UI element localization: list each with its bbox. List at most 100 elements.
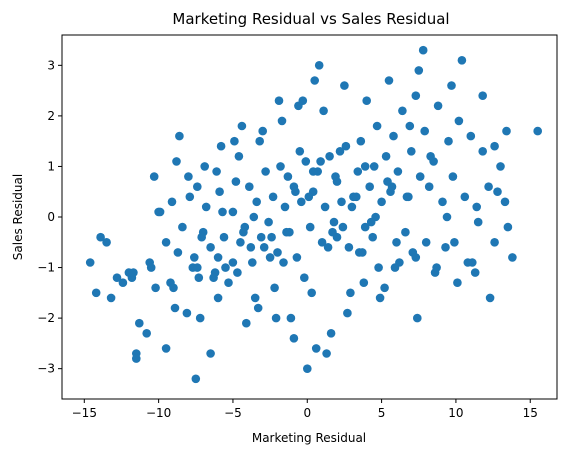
- data-point: [280, 202, 290, 212]
- data-point: [193, 263, 202, 272]
- data-point: [420, 126, 430, 136]
- data-point: [442, 212, 452, 222]
- data-point: [190, 253, 199, 262]
- data-point: [457, 56, 467, 65]
- data-point: [340, 81, 349, 90]
- data-point: [161, 344, 171, 353]
- data-point: [289, 334, 299, 343]
- data-point: [234, 152, 244, 161]
- data-point: [485, 293, 495, 303]
- data-point: [502, 126, 511, 136]
- data-point: [466, 131, 476, 141]
- data-point: [362, 96, 372, 105]
- x-axis-ticks: −15 −10 −5 0 5 10 15: [72, 399, 538, 420]
- data-point: [233, 268, 242, 277]
- data-point: [91, 288, 101, 298]
- data-point: [493, 187, 502, 196]
- data-point: [271, 313, 281, 323]
- data-point: [411, 91, 421, 100]
- data-point: [432, 263, 441, 272]
- x-tick-label: 0: [303, 406, 311, 420]
- data-point: [215, 187, 224, 196]
- data-point: [132, 354, 141, 363]
- data-point: [478, 91, 488, 100]
- data-point: [356, 136, 366, 146]
- data-point: [322, 349, 331, 358]
- data-point: [298, 96, 308, 105]
- data-point: [256, 232, 266, 242]
- data-point: [201, 202, 211, 212]
- data-point: [450, 238, 459, 247]
- data-point: [303, 364, 312, 374]
- data-point: [286, 313, 296, 323]
- data-point: [380, 283, 389, 293]
- data-point: [96, 232, 105, 242]
- data-point: [407, 147, 416, 156]
- data-point: [415, 172, 425, 181]
- data-point: [453, 278, 462, 288]
- data-point: [398, 106, 407, 116]
- data-point: [259, 243, 269, 252]
- data-point: [508, 253, 517, 262]
- data-point: [503, 222, 513, 232]
- data-point: [213, 253, 223, 262]
- data-point: [500, 197, 510, 207]
- data-point: [297, 197, 306, 207]
- data-point: [347, 202, 357, 212]
- data-point: [173, 248, 183, 257]
- data-point: [496, 162, 505, 171]
- data-point: [365, 182, 375, 191]
- data-point: [282, 227, 291, 237]
- data-point: [246, 243, 256, 252]
- data-point: [193, 182, 202, 191]
- data-point: [184, 172, 193, 181]
- data-point: [414, 66, 424, 75]
- data-point: [175, 131, 184, 141]
- data-point: [265, 253, 275, 262]
- data-point: [307, 288, 317, 298]
- data-point: [178, 222, 187, 232]
- data-point: [305, 222, 315, 232]
- data-point: [228, 258, 238, 267]
- data-point: [401, 227, 410, 237]
- data-point: [421, 238, 431, 247]
- data-point: [172, 157, 181, 166]
- data-point: [418, 45, 428, 55]
- data-point: [413, 313, 422, 323]
- data-point: [167, 197, 177, 207]
- data-point: [438, 197, 447, 207]
- data-point: [209, 273, 218, 283]
- data-point: [276, 162, 285, 171]
- data-point: [368, 232, 378, 242]
- data-point: [228, 207, 238, 217]
- data-point: [390, 263, 400, 272]
- chart-title: Marketing Residual vs Sales Residual: [172, 10, 449, 28]
- data-point: [219, 232, 229, 242]
- data-point: [135, 318, 144, 328]
- data-point: [426, 152, 435, 161]
- data-point: [248, 258, 257, 267]
- data-point: [472, 202, 482, 212]
- data-point: [341, 141, 351, 151]
- data-point: [279, 258, 288, 267]
- data-point: [194, 273, 204, 283]
- data-point: [102, 238, 111, 247]
- data-point: [473, 217, 483, 227]
- data-point: [325, 152, 334, 161]
- data-point: [151, 283, 160, 293]
- data-point: [249, 212, 259, 222]
- y-tick-label: 0: [47, 210, 55, 224]
- y-tick-label: 2: [47, 109, 55, 123]
- data-point: [338, 222, 348, 232]
- data-point: [301, 157, 311, 166]
- data-point: [195, 313, 205, 323]
- data-point: [221, 263, 230, 272]
- data-point: [383, 177, 392, 186]
- data-point: [346, 288, 355, 298]
- data-point: [533, 126, 542, 136]
- data-point: [304, 192, 314, 202]
- data-point: [185, 192, 195, 202]
- data-point: [267, 232, 276, 242]
- data-point: [261, 167, 270, 176]
